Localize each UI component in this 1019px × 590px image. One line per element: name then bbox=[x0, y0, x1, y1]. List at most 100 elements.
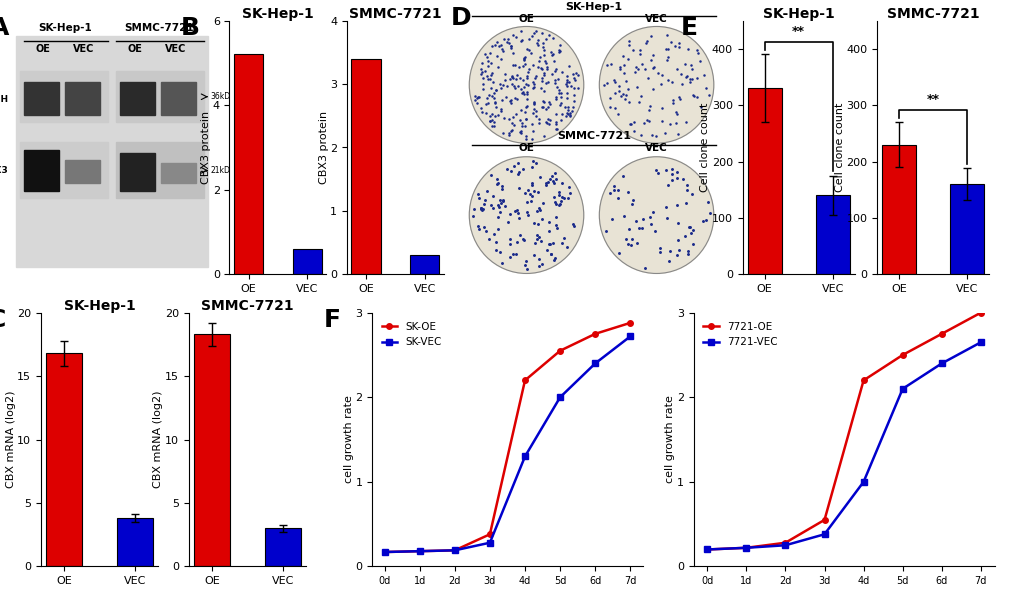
7721-VEC bbox=[779, 542, 791, 549]
Bar bbox=[194, 335, 229, 566]
Bar bbox=[65, 160, 100, 183]
Text: D: D bbox=[450, 6, 471, 30]
Bar bbox=[351, 58, 380, 274]
Y-axis label: CBX mRNA (log2): CBX mRNA (log2) bbox=[153, 391, 163, 489]
SK-OE bbox=[553, 347, 566, 354]
SK-OE bbox=[413, 548, 425, 555]
Text: SK-Hep-1: SK-Hep-1 bbox=[39, 24, 92, 34]
Title: SMMC-7721: SMMC-7721 bbox=[348, 6, 441, 21]
Text: **: ** bbox=[926, 93, 938, 106]
Ellipse shape bbox=[469, 27, 583, 143]
SK-VEC bbox=[448, 547, 461, 554]
Bar bbox=[815, 195, 849, 274]
Title: SMMC-7721: SMMC-7721 bbox=[887, 6, 978, 21]
Text: OE: OE bbox=[518, 143, 534, 153]
SK-OE bbox=[589, 330, 601, 337]
SK-VEC bbox=[483, 539, 495, 546]
Text: CBX3: CBX3 bbox=[0, 166, 8, 175]
Text: SMMC-7721: SMMC-7721 bbox=[124, 24, 194, 34]
Text: E: E bbox=[681, 15, 697, 40]
7721-OE bbox=[857, 377, 869, 384]
7721-OE bbox=[740, 544, 752, 551]
7721-VEC bbox=[740, 544, 752, 551]
Text: VEC: VEC bbox=[645, 14, 667, 24]
Legend: SK-OE, SK-VEC: SK-OE, SK-VEC bbox=[377, 318, 445, 352]
Y-axis label: Cell clone count: Cell clone count bbox=[835, 103, 844, 192]
Text: OE: OE bbox=[518, 14, 534, 24]
Bar bbox=[950, 184, 983, 274]
7721-VEC bbox=[700, 546, 712, 553]
Bar bbox=[292, 249, 322, 274]
SK-VEC bbox=[378, 549, 390, 556]
Bar bbox=[20, 71, 108, 122]
7721-VEC bbox=[896, 385, 908, 392]
Text: OE: OE bbox=[36, 44, 50, 54]
Ellipse shape bbox=[599, 27, 713, 143]
Bar bbox=[161, 81, 196, 114]
SK-VEC bbox=[413, 548, 425, 555]
Bar bbox=[747, 88, 781, 274]
Text: **: ** bbox=[792, 25, 804, 38]
Bar bbox=[161, 163, 196, 183]
Text: VEC: VEC bbox=[165, 44, 185, 54]
Text: GAPDH: GAPDH bbox=[0, 95, 8, 104]
Text: 36kDa: 36kDa bbox=[210, 92, 234, 101]
Bar bbox=[65, 81, 100, 114]
Bar bbox=[116, 71, 204, 122]
Bar bbox=[233, 54, 263, 274]
Bar bbox=[24, 81, 59, 114]
Y-axis label: Cell clone count: Cell clone count bbox=[700, 103, 709, 192]
Ellipse shape bbox=[599, 157, 713, 274]
SK-OE bbox=[483, 531, 495, 538]
7721-OE bbox=[817, 516, 829, 523]
Bar bbox=[20, 142, 108, 198]
Ellipse shape bbox=[469, 157, 583, 274]
Bar bbox=[46, 353, 82, 566]
Bar bbox=[265, 529, 301, 566]
7721-OE bbox=[700, 546, 712, 553]
Bar bbox=[120, 153, 155, 191]
Bar bbox=[410, 255, 439, 274]
Line: 7721-VEC: 7721-VEC bbox=[704, 339, 982, 552]
SK-VEC bbox=[519, 453, 531, 460]
Text: 21kDa: 21kDa bbox=[210, 166, 234, 175]
7721-OE bbox=[896, 352, 908, 359]
Bar bbox=[117, 518, 153, 566]
Bar bbox=[120, 81, 155, 114]
7721-VEC bbox=[934, 360, 947, 367]
Text: A: A bbox=[0, 15, 9, 40]
7721-VEC bbox=[974, 339, 986, 346]
7721-VEC bbox=[817, 531, 829, 538]
Bar bbox=[116, 142, 204, 198]
SK-OE bbox=[624, 319, 636, 326]
Text: OE: OE bbox=[127, 44, 142, 54]
7721-OE bbox=[934, 330, 947, 337]
Title: SMMC-7721: SMMC-7721 bbox=[201, 299, 293, 313]
Line: SK-OE: SK-OE bbox=[381, 320, 633, 555]
Line: 7721-OE: 7721-OE bbox=[704, 310, 982, 552]
Text: B: B bbox=[181, 15, 200, 40]
Text: VEC: VEC bbox=[645, 143, 667, 153]
Y-axis label: CBX3 protein: CBX3 protein bbox=[318, 111, 328, 184]
Bar bbox=[24, 150, 59, 191]
SK-OE bbox=[448, 547, 461, 554]
Bar bbox=[881, 145, 915, 274]
Text: SK-Hep-1: SK-Hep-1 bbox=[565, 2, 623, 12]
SK-VEC bbox=[553, 394, 566, 401]
SK-VEC bbox=[624, 333, 636, 340]
Title: SK-Hep-1: SK-Hep-1 bbox=[63, 299, 136, 313]
Legend: 7721-OE, 7721-VEC: 7721-OE, 7721-VEC bbox=[698, 318, 781, 352]
Text: VEC: VEC bbox=[73, 44, 94, 54]
Title: SK-Hep-1: SK-Hep-1 bbox=[242, 6, 314, 21]
SK-OE bbox=[519, 377, 531, 384]
Text: F: F bbox=[323, 307, 340, 332]
Y-axis label: CBX3 protein: CBX3 protein bbox=[201, 111, 211, 184]
7721-OE bbox=[779, 539, 791, 546]
Title: SK-Hep-1: SK-Hep-1 bbox=[762, 6, 834, 21]
Line: SK-VEC: SK-VEC bbox=[381, 333, 633, 555]
Text: SMMC-7721: SMMC-7721 bbox=[556, 131, 631, 141]
Y-axis label: cell growth rate: cell growth rate bbox=[343, 396, 354, 483]
SK-OE bbox=[378, 549, 390, 556]
SK-VEC bbox=[589, 360, 601, 367]
Text: C: C bbox=[0, 307, 6, 332]
